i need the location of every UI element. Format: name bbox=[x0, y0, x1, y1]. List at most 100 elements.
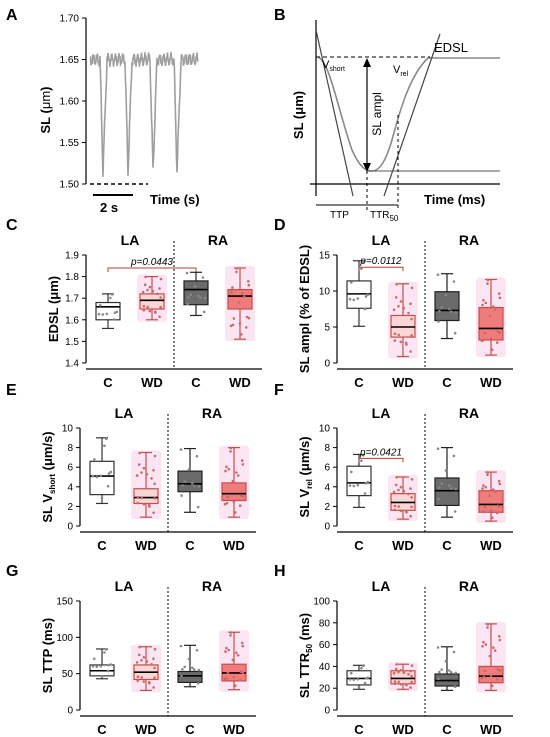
group-label-la: LA bbox=[115, 405, 134, 421]
data-point bbox=[156, 292, 159, 296]
data-point bbox=[152, 657, 155, 661]
data-point bbox=[450, 671, 453, 674]
data-point bbox=[103, 444, 106, 448]
data-point bbox=[410, 505, 413, 509]
data-point bbox=[492, 488, 495, 491]
data-point bbox=[142, 466, 146, 470]
data-point bbox=[363, 307, 367, 311]
data-point bbox=[186, 302, 189, 306]
data-point bbox=[436, 646, 440, 649]
data-point bbox=[223, 502, 227, 506]
data-point bbox=[491, 516, 494, 519]
data-point bbox=[410, 675, 413, 678]
data-point bbox=[181, 484, 184, 487]
data-point bbox=[448, 307, 451, 311]
data-point bbox=[498, 296, 502, 300]
data-point bbox=[395, 663, 398, 666]
data-point bbox=[440, 306, 444, 309]
vrel-tangent bbox=[383, 33, 441, 197]
ytick-label: 100 bbox=[313, 597, 330, 608]
data-point bbox=[352, 484, 356, 488]
data-point bbox=[195, 649, 199, 652]
data-point bbox=[196, 682, 200, 685]
ytick-label: 0 bbox=[324, 706, 330, 717]
data-point bbox=[440, 668, 444, 671]
data-point bbox=[495, 511, 499, 515]
data-point bbox=[444, 659, 448, 663]
data-point bbox=[159, 305, 162, 309]
data-point bbox=[452, 454, 456, 458]
ytick-label: 0 bbox=[324, 359, 330, 370]
significance-bracket bbox=[358, 457, 404, 463]
data-point bbox=[246, 280, 250, 283]
box-ra-c bbox=[434, 477, 460, 507]
panel-a-ytick-label: 1.65 bbox=[60, 55, 80, 66]
category-label: WD bbox=[135, 722, 157, 737]
data-point bbox=[235, 270, 238, 274]
data-point bbox=[452, 280, 456, 283]
ytick-label: 1.4 bbox=[65, 359, 79, 370]
data-point bbox=[193, 484, 196, 488]
data-point bbox=[234, 684, 237, 687]
data-point bbox=[486, 471, 490, 474]
data-point bbox=[140, 676, 143, 679]
data-point bbox=[402, 489, 406, 493]
data-point bbox=[237, 301, 241, 304]
data-point bbox=[202, 310, 206, 314]
category-label: WD bbox=[392, 538, 414, 553]
data-point bbox=[409, 487, 412, 490]
data-point bbox=[438, 309, 441, 313]
data-point bbox=[498, 482, 502, 486]
data-point bbox=[239, 670, 243, 673]
ytick-label: 10 bbox=[62, 424, 74, 435]
data-point bbox=[453, 331, 457, 335]
box-la-wd bbox=[133, 488, 159, 505]
data-point bbox=[438, 670, 441, 674]
data-point bbox=[197, 668, 201, 672]
data-point bbox=[233, 288, 237, 292]
data-point bbox=[392, 308, 396, 312]
data-point bbox=[364, 482, 368, 485]
data-point bbox=[488, 494, 492, 498]
data-point bbox=[142, 656, 146, 659]
data-point bbox=[147, 503, 151, 507]
data-point bbox=[486, 626, 489, 629]
data-point bbox=[201, 276, 205, 279]
data-point bbox=[234, 511, 237, 514]
data-point bbox=[488, 314, 492, 318]
data-point bbox=[191, 482, 194, 485]
category-label: C bbox=[97, 538, 107, 553]
data-point bbox=[486, 278, 490, 282]
ytick-label: 4 bbox=[324, 482, 330, 493]
data-point bbox=[495, 341, 499, 344]
ytick-label: 100 bbox=[56, 633, 73, 644]
panel-c-letter: C bbox=[6, 217, 18, 234]
category-label: C bbox=[103, 375, 113, 390]
data-point bbox=[454, 487, 458, 491]
panel-a-xlabel: Time (s) bbox=[150, 192, 200, 207]
group-label-ra: RA bbox=[459, 232, 479, 248]
data-point bbox=[484, 486, 488, 489]
data-point bbox=[454, 311, 458, 314]
panel-c-ylabel: EDSL (μm) bbox=[46, 276, 61, 342]
category-label: WD bbox=[223, 722, 245, 737]
data-point bbox=[241, 495, 245, 498]
data-point bbox=[393, 682, 397, 686]
data-point bbox=[158, 287, 161, 290]
data-point bbox=[242, 295, 246, 298]
data-point bbox=[140, 471, 143, 474]
data-point bbox=[137, 653, 141, 657]
data-point bbox=[145, 473, 149, 476]
data-point bbox=[409, 686, 412, 689]
data-point bbox=[225, 501, 229, 505]
data-point bbox=[436, 273, 440, 277]
data-point bbox=[240, 333, 243, 336]
data-point bbox=[399, 300, 403, 303]
data-point bbox=[226, 671, 230, 675]
data-point bbox=[187, 296, 190, 299]
data-point bbox=[153, 647, 157, 651]
data-point bbox=[407, 492, 410, 496]
panel-d: D SL ampl (% of EDSL) 0 5 10 15 LA RA C WD C WD p=0.… bbox=[274, 217, 513, 390]
panel-a-ylabel: SL (μm) bbox=[38, 87, 53, 134]
